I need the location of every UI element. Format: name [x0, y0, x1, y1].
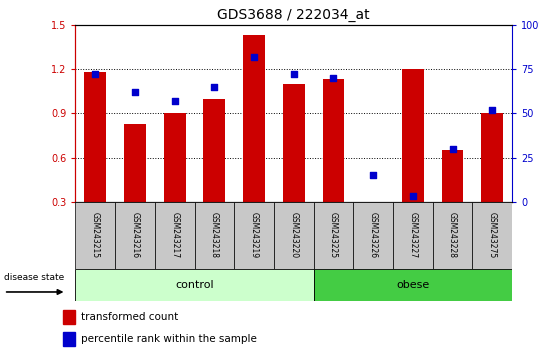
Bar: [441, 150, 464, 202]
Point: [289, 72, 298, 77]
FancyBboxPatch shape: [274, 202, 314, 269]
Point: [130, 89, 139, 95]
Text: percentile rank within the sample: percentile rank within the sample: [81, 334, 257, 344]
Point: [409, 194, 417, 199]
Bar: [243, 35, 265, 202]
Bar: [85, 72, 106, 202]
FancyBboxPatch shape: [195, 202, 234, 269]
Text: GSM243226: GSM243226: [369, 212, 378, 258]
FancyBboxPatch shape: [155, 202, 195, 269]
Text: GSM243275: GSM243275: [488, 212, 497, 258]
Point: [91, 72, 100, 77]
Text: GSM243225: GSM243225: [329, 212, 338, 258]
Text: GSM243219: GSM243219: [250, 212, 259, 258]
Bar: [63, 332, 74, 346]
Bar: [63, 310, 74, 324]
FancyBboxPatch shape: [314, 202, 353, 269]
FancyBboxPatch shape: [314, 269, 512, 301]
Bar: [124, 124, 146, 202]
Point: [488, 107, 496, 113]
Bar: [283, 84, 305, 202]
FancyBboxPatch shape: [472, 202, 512, 269]
Point: [448, 146, 457, 152]
Text: GSM243217: GSM243217: [170, 212, 179, 258]
Point: [250, 54, 258, 59]
Point: [210, 84, 219, 90]
Bar: [402, 69, 424, 202]
Text: GSM243215: GSM243215: [91, 212, 100, 258]
Bar: [481, 113, 503, 202]
FancyBboxPatch shape: [75, 269, 314, 301]
Text: GSM243228: GSM243228: [448, 212, 457, 258]
Text: transformed count: transformed count: [81, 312, 178, 322]
FancyBboxPatch shape: [75, 202, 115, 269]
FancyBboxPatch shape: [433, 202, 472, 269]
Bar: [203, 98, 225, 202]
Text: GSM243227: GSM243227: [409, 212, 417, 258]
Bar: [322, 79, 344, 202]
Bar: [164, 113, 185, 202]
Text: GSM243218: GSM243218: [210, 212, 219, 258]
FancyBboxPatch shape: [234, 202, 274, 269]
FancyBboxPatch shape: [393, 202, 433, 269]
Title: GDS3688 / 222034_at: GDS3688 / 222034_at: [217, 8, 370, 22]
FancyBboxPatch shape: [115, 202, 155, 269]
Text: GSM243216: GSM243216: [130, 212, 140, 258]
Text: disease state: disease state: [4, 273, 64, 282]
Text: GSM243220: GSM243220: [289, 212, 298, 258]
Text: obese: obese: [396, 280, 430, 290]
FancyBboxPatch shape: [353, 202, 393, 269]
Point: [170, 98, 179, 104]
Point: [369, 172, 377, 178]
Point: [329, 75, 338, 81]
Text: control: control: [175, 280, 214, 290]
